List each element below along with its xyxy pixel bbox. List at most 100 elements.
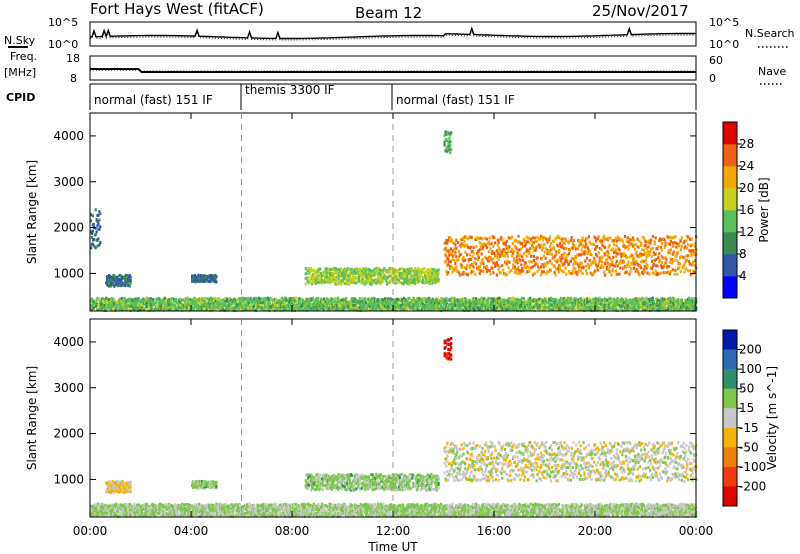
echo-cell <box>96 224 99 228</box>
echo-cell <box>665 242 668 246</box>
echo-cell <box>245 304 248 308</box>
echo-cell <box>369 308 372 312</box>
echo-cell <box>373 301 376 304</box>
echo-cell <box>690 237 693 241</box>
echo-cell <box>506 254 509 258</box>
echo-cell <box>569 259 572 263</box>
echo-cell <box>598 246 601 250</box>
echo-cell <box>348 273 352 277</box>
echo-cell <box>495 273 498 277</box>
echo-cell <box>466 298 470 302</box>
echo-cell <box>641 259 644 263</box>
echo-cell <box>566 260 569 264</box>
echo-cell <box>364 488 367 492</box>
echo-cell <box>92 306 95 310</box>
echo-cell <box>570 271 573 275</box>
echo-cell <box>666 264 669 268</box>
echo-cell <box>524 250 527 254</box>
echo-cell <box>636 269 639 273</box>
echo-cell <box>417 273 420 277</box>
echo-cell <box>552 240 555 244</box>
echo-cell <box>677 250 680 254</box>
echo-cell <box>337 487 340 491</box>
echo-cell <box>418 297 421 300</box>
echo-cell <box>339 282 343 286</box>
echo-cell <box>516 251 519 255</box>
echo-cell <box>605 265 608 269</box>
echo-cell <box>525 254 528 258</box>
echo-cell <box>684 245 687 249</box>
echo-cell <box>483 242 486 246</box>
echo-cell <box>545 237 548 241</box>
echo-cell <box>644 240 647 243</box>
echo-cell <box>625 306 628 310</box>
echo-cell <box>264 305 268 309</box>
echo-cell <box>494 303 497 307</box>
echo-cell <box>608 299 611 303</box>
echo-cell <box>215 485 218 488</box>
echo-cell <box>531 265 535 269</box>
echo-cell <box>322 273 325 277</box>
echo-cell <box>92 222 95 226</box>
echo-cell <box>107 490 111 494</box>
echo-cell <box>90 297 94 301</box>
echo-cell <box>649 250 652 254</box>
echo-cell <box>616 252 619 256</box>
echo-cell <box>246 308 249 312</box>
echo-cell <box>385 475 388 479</box>
echo-cell <box>563 241 566 245</box>
echo-cell <box>694 259 697 263</box>
echo-cell <box>549 296 553 300</box>
echo-cell <box>636 237 639 241</box>
echo-cell <box>178 305 181 309</box>
echo-cell <box>143 302 146 306</box>
echo-cell <box>478 241 481 245</box>
echo-cell <box>586 246 590 250</box>
echo-cell <box>305 272 308 276</box>
echo-cell <box>597 251 600 255</box>
echo-cell <box>604 262 607 266</box>
echo-cell <box>356 308 360 312</box>
echo-cell <box>569 239 572 243</box>
echo-cell <box>542 265 545 269</box>
echo-cell <box>412 296 415 300</box>
echo-cell <box>152 301 155 305</box>
echo-cell <box>471 300 474 304</box>
echo-cell <box>310 266 313 270</box>
echo-cell <box>378 485 381 489</box>
echo-cell <box>490 258 493 262</box>
echo-cell <box>241 303 244 307</box>
echo-cell <box>582 265 585 269</box>
echo-cell <box>312 482 315 486</box>
colorbar-tick-label: 12 <box>739 225 754 239</box>
echo-cell <box>376 298 379 302</box>
echo-cell <box>632 308 636 312</box>
echo-cell <box>462 236 465 240</box>
echo-cell <box>679 270 682 274</box>
echo-cell <box>615 239 618 243</box>
echo-cell <box>498 302 501 306</box>
echo-cell <box>112 484 115 487</box>
echo-cell <box>354 297 357 301</box>
power-ylabel: Slant Range [km] <box>25 160 39 264</box>
echo-cell <box>135 308 138 312</box>
echo-cell <box>508 260 511 264</box>
echo-cell <box>305 308 308 312</box>
echo-cell <box>292 299 295 303</box>
echo-cell <box>311 296 314 300</box>
echo-cell <box>354 276 357 280</box>
echo-cell <box>401 276 404 280</box>
echo-cell <box>373 307 376 311</box>
echo-cell <box>590 253 593 257</box>
echo-cell <box>412 275 415 279</box>
echo-cell <box>540 235 544 239</box>
echo-cell <box>134 301 137 305</box>
echo-cell <box>595 239 598 243</box>
echo-cell <box>403 280 406 284</box>
echo-cell <box>659 264 663 268</box>
echo-cell <box>604 237 607 241</box>
echo-cell <box>499 237 502 241</box>
echo-cell <box>364 279 367 283</box>
echo-cell <box>579 242 582 246</box>
echo-cell <box>152 297 155 301</box>
